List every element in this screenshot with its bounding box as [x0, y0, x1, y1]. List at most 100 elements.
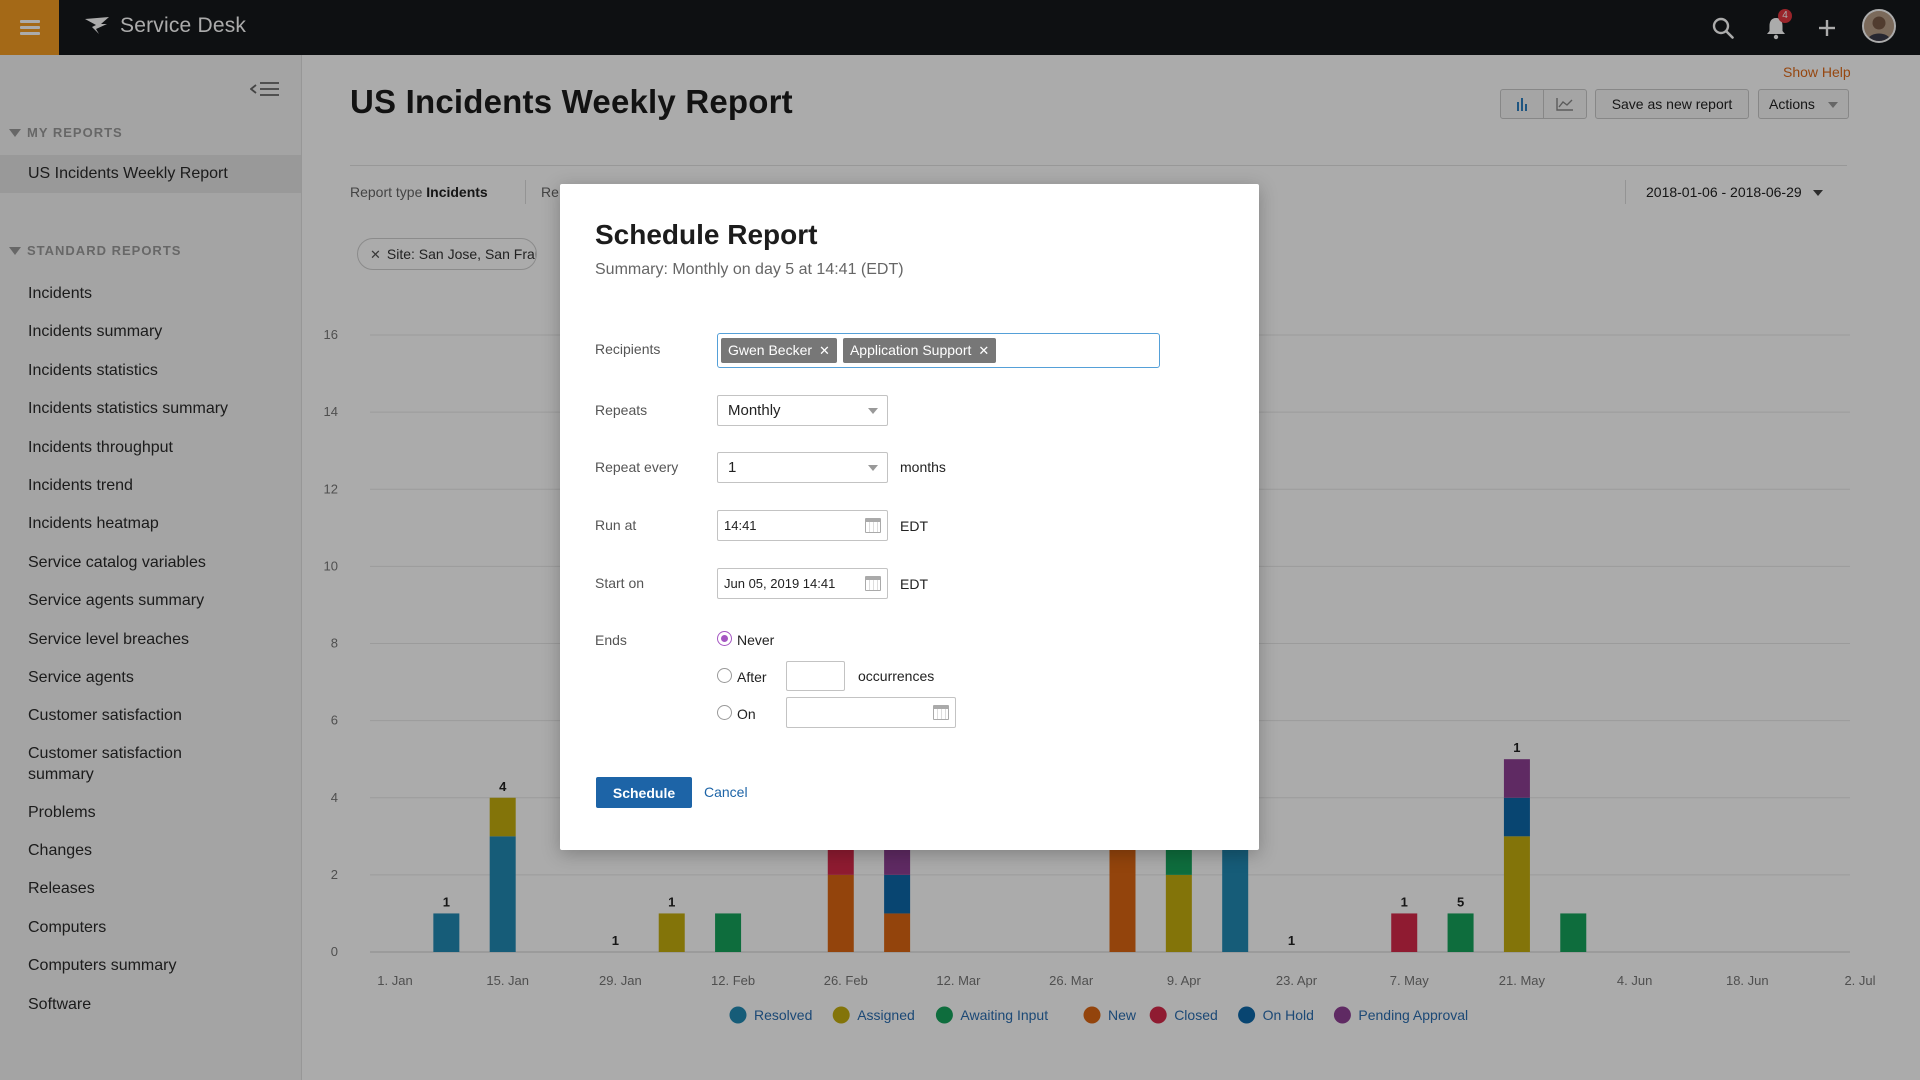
remove-recipient-icon[interactable]: ✕ [978, 343, 990, 358]
repeats-value: Monthly [728, 402, 781, 419]
ends-on-label[interactable]: On [737, 706, 756, 722]
x-tick-label: 26. Feb [824, 973, 868, 988]
y-tick-label: 12 [324, 481, 338, 496]
line-chart-view-button[interactable] [1543, 89, 1587, 119]
filter-divider [350, 165, 1847, 166]
start-on-value: Jun 05, 2019 14:41 [724, 576, 836, 591]
x-tick-label: 23. Apr [1276, 973, 1318, 988]
remove-recipient-icon[interactable]: ✕ [819, 343, 830, 358]
date-range-picker[interactable]: 2018-01-06 - 2018-06-29 [1646, 184, 1823, 200]
bar-segment [1109, 836, 1136, 952]
sidebar-item[interactable]: Problems [28, 803, 96, 821]
sidebar-item[interactable]: Changes [28, 842, 93, 860]
collapse-menu-icon [249, 82, 279, 96]
y-tick-label: 4 [331, 790, 338, 805]
sidebar-item[interactable]: Service level breaches [28, 630, 189, 648]
close-icon[interactable]: ✕ [370, 247, 381, 262]
app-name: Service Desk [120, 14, 247, 37]
y-tick-label: 16 [324, 327, 338, 342]
save-as-new-report-button[interactable]: Save as new report [1595, 89, 1749, 119]
ends-never-label[interactable]: Never [737, 632, 775, 648]
caret-down-icon [9, 128, 21, 137]
sidebar-item[interactable]: Computers summary [28, 957, 177, 975]
bar-segment [658, 913, 685, 952]
calendar-icon[interactable] [865, 576, 881, 591]
ends-on-radio[interactable] [717, 705, 732, 720]
x-tick-label: 29. Jan [599, 973, 642, 988]
recipients-input[interactable]: Gwen Becker ✕ Application Support ✕ [717, 333, 1160, 368]
add-button[interactable] [1811, 12, 1843, 44]
bar-total-label: 1 [443, 894, 450, 909]
cancel-link[interactable]: Cancel [704, 784, 748, 800]
sidebar-item[interactable]: Incidents trend [28, 476, 133, 494]
sidebar-item[interactable]: Customer satisfaction summary [28, 744, 182, 783]
section-title: MY REPORTS [27, 125, 123, 140]
x-tick-label: 12. Mar [936, 973, 981, 988]
recipients-label: Recipients [595, 341, 661, 357]
notifications-button[interactable]: 4 [1760, 9, 1792, 44]
calendar-icon[interactable] [933, 705, 949, 720]
plus-icon [1819, 20, 1835, 36]
x-tick-label: 21. May [1499, 973, 1546, 988]
actions-dropdown-button[interactable]: Actions [1758, 89, 1849, 119]
report-type-filter[interactable]: Report type Incidents [350, 184, 488, 200]
repeat-every-select[interactable]: 1 [717, 452, 888, 483]
page-title: US Incidents Weekly Report [350, 83, 793, 120]
sidebar-item[interactable]: Incidents heatmap [28, 515, 159, 533]
ends-after-label[interactable]: After [737, 669, 767, 685]
run-at-input[interactable]: 14:41 [717, 510, 888, 541]
ends-never-radio[interactable] [717, 631, 732, 646]
bar-segment [489, 836, 516, 952]
app-logo[interactable]: Service Desk [84, 14, 246, 38]
search-button[interactable] [1707, 12, 1739, 44]
start-on-input[interactable]: Jun 05, 2019 14:41 [717, 568, 888, 599]
sidebar-item[interactable]: Customer satisfaction [28, 707, 182, 725]
user-avatar[interactable] [1862, 9, 1896, 43]
show-help-link[interactable]: Show Help [1783, 64, 1851, 80]
repeats-label: Repeats [595, 402, 648, 418]
repeat-every-value: 1 [728, 459, 737, 476]
bar-segment [1447, 913, 1474, 952]
bar-segment [1560, 913, 1587, 952]
schedule-button[interactable]: Schedule [596, 777, 692, 808]
collapse-sidebar-button[interactable] [249, 79, 280, 99]
my-reports-section-header[interactable]: MY REPORTS [9, 125, 123, 140]
hamburger-menu-button[interactable] [0, 0, 59, 55]
filter-label-partial[interactable]: Re [541, 184, 559, 200]
site-filter-chip[interactable]: ✕ Site: San Jose, San Francisco [357, 238, 537, 270]
ends-label: Ends [595, 632, 627, 648]
sidebar-item[interactable]: Computers [28, 918, 107, 936]
recipient-name: Gwen Becker [728, 342, 813, 358]
sidebar-item[interactable]: Service catalog variables [28, 553, 206, 571]
chevron-down-icon [868, 408, 878, 414]
ends-on-date-input[interactable] [786, 697, 956, 728]
occurrences-input[interactable] [786, 661, 845, 691]
ends-after-radio[interactable] [717, 668, 732, 683]
sidebar-item[interactable]: Incidents [28, 285, 93, 302]
x-tick-label: 7. May [1390, 973, 1430, 988]
sidebar-item-us-incidents-weekly-report[interactable]: US Incidents Weekly Report [0, 155, 301, 193]
line-chart-icon [1556, 98, 1573, 111]
repeats-select[interactable]: Monthly [717, 395, 888, 426]
sidebar-item[interactable]: Incidents statistics [28, 361, 158, 379]
report-type-value: Incidents [426, 184, 488, 200]
sidebar-item[interactable]: Releases [28, 880, 95, 898]
standard-reports-section-header[interactable]: STANDARD REPORTS [9, 243, 181, 258]
start-on-timezone: EDT [900, 576, 928, 592]
run-at-value: 14:41 [724, 518, 757, 533]
sidebar-item[interactable]: Service agents [28, 668, 134, 686]
calendar-icon[interactable] [865, 518, 881, 533]
y-tick-label: 2 [331, 867, 338, 882]
bar-total-label: 1 [1513, 740, 1520, 755]
sidebar-item[interactable]: Incidents summary [28, 323, 163, 341]
sidebar-item[interactable]: Incidents throughput [28, 438, 173, 456]
search-icon [1712, 17, 1734, 39]
bar-segment [884, 913, 911, 952]
sidebar-item[interactable]: Service agents summary [28, 592, 205, 610]
filter-separator [1625, 180, 1626, 204]
bar-segment [884, 874, 911, 914]
sidebar-item[interactable]: Software [28, 995, 92, 1013]
sidebar-item[interactable]: Incidents statistics summary [28, 400, 229, 418]
bar-total-label: 5 [1457, 894, 1464, 909]
repeat-every-unit: months [900, 459, 946, 475]
